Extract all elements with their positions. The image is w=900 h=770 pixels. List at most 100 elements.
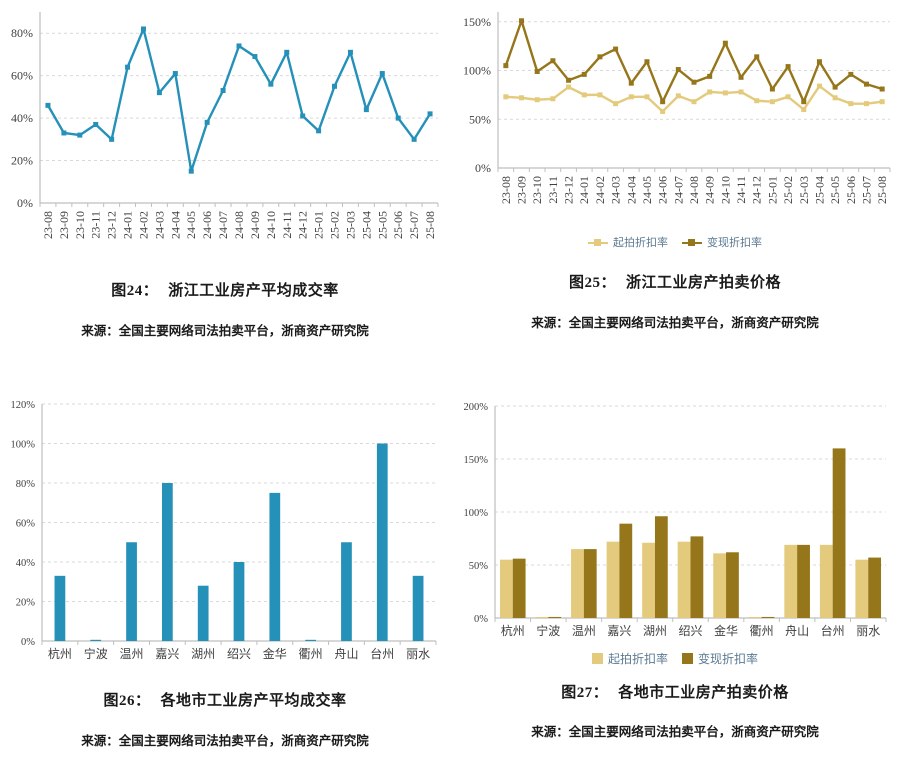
x-axis-tick-label: 24-12 <box>750 176 764 204</box>
figure-24-title-text: 浙江工业房产平均成交率 <box>168 283 339 299</box>
x-axis-tick-label: 23-11 <box>89 211 103 239</box>
chart-27-legend: 起拍折扣率 变现折扣率 <box>450 650 900 667</box>
data-point-marker <box>675 93 681 99</box>
data-point-marker <box>769 86 775 92</box>
data-point-marker <box>722 40 728 46</box>
data-point-marker <box>284 49 290 55</box>
y-axis-tick-label: 100% <box>463 64 491 78</box>
x-axis-tick-label: 25-08 <box>423 211 437 239</box>
chart-24-svg: 0%20%40%60%80%23-08 23-09 23-10 23-11 23-12 2… <box>11 12 439 239</box>
x-axis-tick-label: 25-07 <box>859 176 873 204</box>
data-point-marker <box>93 121 99 127</box>
data-point-marker <box>581 71 587 77</box>
x-axis-tick-label: 台州 <box>370 646 394 661</box>
data-point-marker <box>347 49 353 55</box>
x-axis-tick-label: 25-02 <box>328 211 342 239</box>
x-axis-tick-label: 舟山 <box>334 647 358 661</box>
bar <box>90 639 102 641</box>
x-axis-tick-label: 24-02 <box>593 176 607 204</box>
data-point-marker <box>519 18 525 24</box>
bar <box>197 585 209 641</box>
data-point-marker <box>754 54 760 60</box>
figure-27-title: 图27： 各地市工业房产拍卖价格 <box>450 681 900 702</box>
data-point-marker <box>644 59 650 65</box>
x-axis-tick-label: 24-03 <box>152 211 166 239</box>
data-point-marker <box>411 136 417 142</box>
bar <box>412 575 424 641</box>
data-point-marker <box>220 88 226 94</box>
chart-27-legend-item-0[interactable]: 起拍折扣率 <box>591 650 668 667</box>
bar <box>654 516 668 618</box>
bar <box>548 616 562 618</box>
x-axis-tick-label: 23-11 <box>546 176 560 204</box>
bar <box>512 558 526 618</box>
x-axis-tick-label: 25-08 <box>875 176 889 204</box>
figure-24-title: 图24： 浙江工业房产平均成交率 <box>0 279 450 300</box>
data-point-marker <box>316 128 322 134</box>
y-axis-tick-label: 60% <box>16 519 36 530</box>
line-series-0 <box>504 84 884 113</box>
x-axis-tick-label: 丽水 <box>406 647 430 661</box>
y-axis-tick-label: 0% <box>474 614 488 625</box>
bar <box>269 492 281 641</box>
data-point-marker <box>125 64 131 70</box>
x-axis-tick-label: 25-04 <box>359 211 373 239</box>
data-point-marker <box>660 99 666 105</box>
x-axis-tick-label: 衢州 <box>750 624 774 638</box>
x-axis-tick-label: 台州 <box>821 623 845 638</box>
x-axis-tick-label: 24-01 <box>121 211 135 239</box>
figure-26-title: 图26： 各地市工业房产平均成交率 <box>0 689 450 710</box>
data-point-marker <box>534 68 540 74</box>
y-axis-tick-label: 100% <box>11 440 36 451</box>
figure-27-number: 图27： <box>561 685 609 701</box>
data-point-marker <box>519 95 525 101</box>
data-point-marker <box>109 136 115 142</box>
data-point-marker <box>379 71 385 77</box>
x-axis-tick-label: 25-04 <box>812 176 826 204</box>
bar <box>855 559 869 618</box>
data-point-marker <box>785 64 791 70</box>
y-axis-tick-label: 20% <box>11 154 33 168</box>
chart-27-svg: 0% 50% 100% 150% 200% 杭州 宁波 温州 嘉兴 湖州 绍兴 金华 衢州 舟山 台州 丽水 <box>464 402 887 638</box>
data-point-marker <box>550 96 556 102</box>
data-point-marker <box>613 101 619 107</box>
x-axis-tick-label: 24-04 <box>168 211 182 239</box>
chart-25-legend-item-0[interactable]: 起拍折扣率 <box>588 234 668 250</box>
data-point-marker <box>848 71 854 77</box>
data-point-marker <box>628 94 634 100</box>
x-axis-tick-label: 24-09 <box>248 211 262 239</box>
figure-26-title-text: 各地市工业房产平均成交率 <box>160 693 347 709</box>
chart-27-legend-label-1: 变现折扣率 <box>698 652 759 666</box>
legend-line-marker-icon <box>682 238 702 247</box>
chart-27-legend-item-1[interactable]: 变现折扣率 <box>682 650 758 667</box>
x-axis-tick-label: 24-11 <box>280 211 294 239</box>
x-axis-tick-label: 24-06 <box>656 176 670 204</box>
x-axis-tick-label: 23-09 <box>57 211 71 239</box>
figure-25-title-text: 浙江工业房产拍卖价格 <box>626 275 782 291</box>
x-axis-tick-label: 25-01 <box>765 176 779 204</box>
x-axis-tick-label: 金华 <box>263 646 287 661</box>
x-axis-tick-label: 24-09 <box>703 176 717 204</box>
data-point-marker <box>691 79 697 85</box>
data-point-marker <box>566 84 572 90</box>
x-axis-tick-label: 衢州 <box>299 647 323 661</box>
chart-25-legend-label-1: 变现折扣率 <box>707 237 762 249</box>
x-axis-tick-label: 23-12 <box>562 176 576 204</box>
data-point-marker <box>613 46 619 52</box>
x-axis-tick-label: 23-10 <box>530 176 544 204</box>
data-point-marker <box>832 95 838 101</box>
data-point-marker <box>879 86 885 92</box>
x-axis-tick-label: 24-04 <box>624 176 638 204</box>
data-point-marker <box>675 67 681 73</box>
figure-26-source: 来源：全国主要网络司法拍卖平台，浙商资产研究院 <box>81 734 369 748</box>
data-point-marker <box>534 97 540 103</box>
bar <box>583 549 597 618</box>
y-axis-tick-label: 40% <box>16 558 36 569</box>
y-axis-tick-label: 100% <box>464 508 489 519</box>
data-point-marker <box>707 73 713 79</box>
y-axis-tick-label: 40% <box>11 111 33 125</box>
x-axis-tick-label: 24-05 <box>640 176 654 204</box>
chart-25-legend-item-1[interactable]: 变现折扣率 <box>682 234 762 250</box>
x-axis-tick-label: 宁波 <box>536 623 560 638</box>
x-axis-tick-label: 25-02 <box>781 176 795 204</box>
